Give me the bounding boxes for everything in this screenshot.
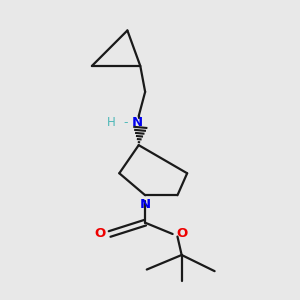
Text: -: - — [124, 116, 128, 129]
Text: H: H — [107, 116, 116, 129]
Text: N: N — [140, 198, 151, 211]
Text: N: N — [131, 116, 142, 129]
Text: O: O — [176, 227, 187, 240]
Text: O: O — [94, 227, 106, 241]
